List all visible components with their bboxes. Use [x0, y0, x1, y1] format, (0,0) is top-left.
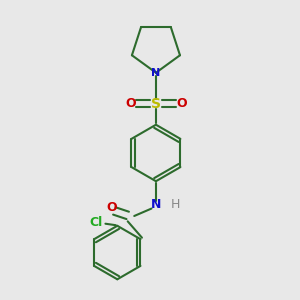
- Text: O: O: [176, 98, 187, 110]
- Text: S: S: [151, 97, 161, 111]
- Text: N: N: [151, 68, 160, 78]
- Text: O: O: [106, 202, 117, 214]
- Text: N: N: [151, 199, 161, 212]
- Text: O: O: [125, 98, 136, 110]
- Text: Cl: Cl: [90, 216, 103, 229]
- Text: H: H: [171, 199, 180, 212]
